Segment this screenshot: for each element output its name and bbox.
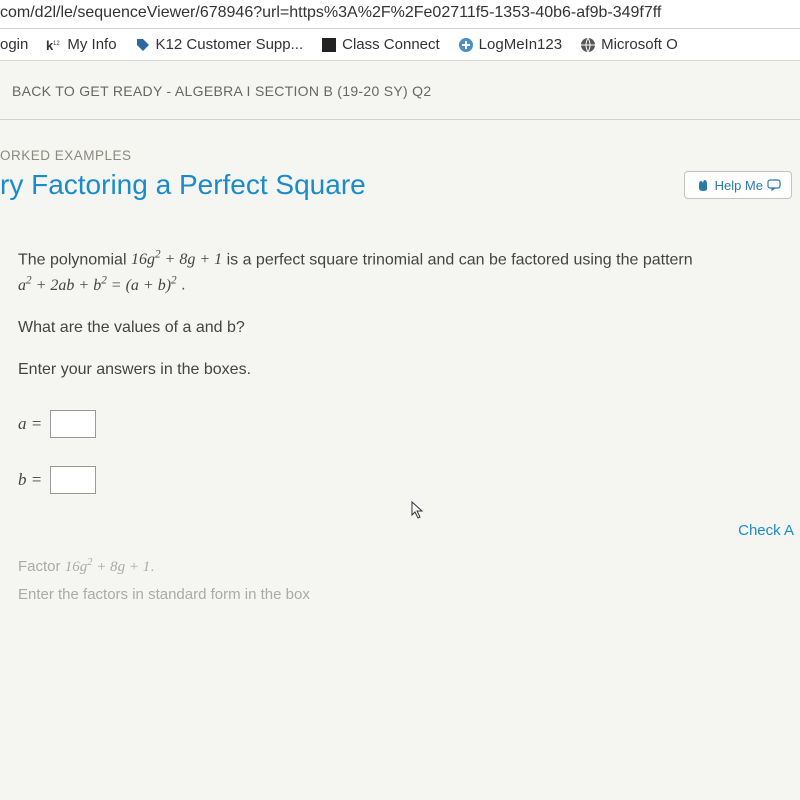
pattern-formula: a2 + 2ab + b2 = (a + b)2 xyxy=(18,277,177,294)
bookmark-myinfo-label: My Info xyxy=(67,36,116,53)
speech-icon xyxy=(767,179,781,191)
bookmark-login-label: ogin xyxy=(0,36,28,53)
bookmark-k12support[interactable]: K12 Customer Supp... xyxy=(135,36,304,53)
factor-poly: 16g2 + 8g + 1 xyxy=(65,559,151,575)
factor-instruction: Enter the factors in standard form in th… xyxy=(18,586,784,603)
bookmark-msoffice[interactable]: Microsoft O xyxy=(580,36,678,53)
text-frag2: is a perfect square trinomial and can be… xyxy=(222,251,693,268)
bookmark-classconnect[interactable]: Class Connect xyxy=(321,36,440,53)
back-link-text: BACK TO GET READY - ALGEBRA I SECTION B … xyxy=(12,83,431,99)
check-label: Check A xyxy=(738,522,794,539)
url-text: com/d2l/le/sequenceViewer/678946?url=htt… xyxy=(0,4,661,21)
bookmark-logmein[interactable]: LogMeIn123 xyxy=(458,36,562,53)
hand-icon xyxy=(695,177,711,193)
section-label: ORKED EXAMPLES xyxy=(0,148,800,163)
bookmarks-bar: ogin k12 My Info K12 Customer Supp... Cl… xyxy=(0,29,800,61)
a-label: a = xyxy=(18,411,42,437)
answer-a-row: a = xyxy=(18,410,784,438)
b-label: b = xyxy=(18,467,42,493)
polynomial: 16g2 + 8g + 1 xyxy=(131,251,222,268)
bookmark-myinfo[interactable]: k12 My Info xyxy=(46,36,116,53)
globe-icon xyxy=(580,37,596,53)
help-label: Help Me xyxy=(715,178,763,193)
bookmark-login[interactable]: ogin xyxy=(0,36,28,53)
title-row: ry Factoring a Perfect Square Help Me xyxy=(0,169,800,201)
answer-b-row: b = xyxy=(18,466,784,494)
plus-circle-icon xyxy=(458,37,474,53)
problem-block: The polynomial 16g2 + 8g + 1 is a perfec… xyxy=(0,201,800,494)
bookmark-classconnect-label: Class Connect xyxy=(342,36,440,53)
url-bar[interactable]: com/d2l/le/sequenceViewer/678946?url=htt… xyxy=(0,0,800,29)
factor-prompt: Factor 16g2 + 8g + 1. xyxy=(18,557,784,576)
problem-statement: The polynomial 16g2 + 8g + 1 is a perfec… xyxy=(18,247,784,298)
next-problem-faded: Factor 16g2 + 8g + 1. Enter the factors … xyxy=(0,539,800,603)
check-answer-button[interactable]: Check A xyxy=(0,522,800,539)
main-content: ORKED EXAMPLES ry Factoring a Perfect Sq… xyxy=(0,120,800,603)
bookmark-k12-label: K12 Customer Supp... xyxy=(156,36,304,53)
k12-logo-icon: k12 xyxy=(46,37,62,53)
help-me-button[interactable]: Help Me xyxy=(684,171,792,199)
text-frag: The polynomial xyxy=(18,251,131,268)
bookmark-msoffice-label: Microsoft O xyxy=(601,36,678,53)
tag-icon xyxy=(135,37,151,53)
bookmark-logmein-label: LogMeIn123 xyxy=(479,36,562,53)
a-input[interactable] xyxy=(50,410,96,438)
factor-label: Factor xyxy=(18,558,65,575)
page-title: ry Factoring a Perfect Square xyxy=(0,169,366,201)
b-input[interactable] xyxy=(50,466,96,494)
svg-text:12: 12 xyxy=(53,41,60,47)
back-link[interactable]: BACK TO GET READY - ALGEBRA I SECTION B … xyxy=(0,61,800,120)
square-icon xyxy=(321,37,337,53)
question-text: What are the values of a and b? xyxy=(18,316,784,340)
instruction-text: Enter your answers in the boxes. xyxy=(18,358,784,382)
